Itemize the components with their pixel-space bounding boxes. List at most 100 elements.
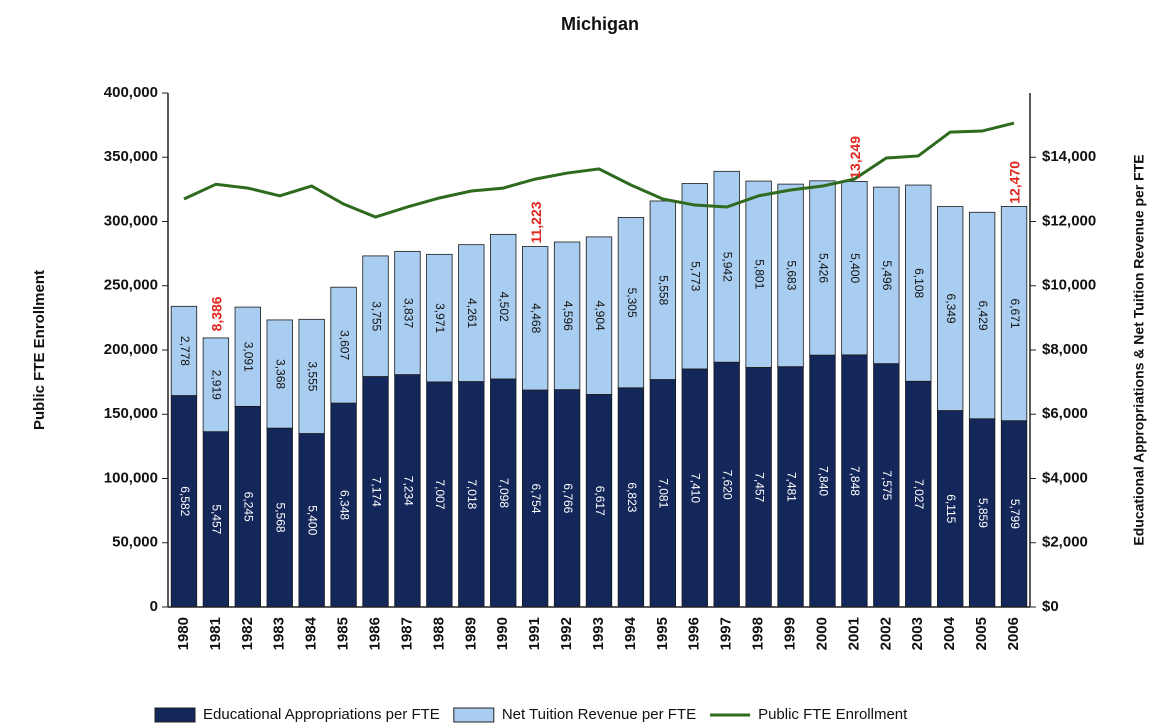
bar-segment: [330, 402, 357, 608]
value-label: 5,773: [689, 261, 703, 291]
x-tick-label: 1987: [398, 617, 415, 650]
y2-tick-label: $0: [1042, 598, 1059, 615]
x-tick-label: 2001: [845, 617, 862, 650]
bar-segment: [234, 306, 261, 407]
x-tick-label: 1998: [750, 617, 767, 650]
bar-segment: [394, 374, 421, 608]
value-label: 5,568: [274, 503, 288, 533]
y2-axis-label: Educational Appropriations & Net Tuition…: [1131, 154, 1147, 545]
value-label: 3,368: [274, 359, 288, 389]
value-label: 6,245: [242, 492, 256, 522]
value-label: 5,801: [752, 259, 766, 289]
bar-segment: [937, 206, 964, 411]
bar-segment: [777, 183, 804, 368]
bar-segment: [202, 337, 230, 433]
value-label: 6,108: [912, 268, 926, 298]
x-tick-label: 1986: [366, 617, 383, 650]
value-label: 7,081: [657, 478, 671, 508]
value-label: 5,942: [721, 252, 735, 282]
y2-tick-label: $12,000: [1042, 212, 1096, 229]
y-tick-label: 150,000: [104, 405, 158, 422]
value-label: 7,848: [848, 466, 862, 496]
value-label: 4,596: [561, 301, 575, 331]
y2-tick-label: $14,000: [1042, 148, 1096, 165]
value-label: 5,400: [848, 253, 862, 283]
value-label: 4,468: [529, 303, 543, 333]
value-label: 6,349: [944, 294, 958, 324]
value-label: 6,429: [976, 300, 990, 330]
value-label: 3,755: [369, 301, 383, 331]
bar-segment: [553, 241, 581, 391]
x-tick-label: 1980: [175, 617, 192, 650]
y2-tick-label: $10,000: [1042, 277, 1096, 294]
y-tick-label: 250,000: [104, 277, 158, 294]
x-tick-label: 2002: [877, 617, 894, 650]
x-tick-label: 1990: [494, 617, 511, 650]
bar-segment: [585, 236, 613, 395]
value-label: 5,426: [816, 253, 830, 283]
value-label: 7,234: [401, 476, 415, 506]
value-label: 6,582: [178, 486, 192, 516]
bar-segment: [873, 363, 900, 608]
value-label: 6,754: [529, 483, 543, 513]
bar-segment: [298, 318, 325, 434]
value-label: 5,400: [305, 505, 319, 535]
x-tick-label: 1996: [686, 617, 703, 650]
value-label: 7,457: [752, 472, 766, 502]
annotation: 13,249: [847, 136, 863, 179]
bar-segment: [968, 211, 996, 420]
annotation: 11,223: [528, 201, 544, 243]
value-label: 7,620: [721, 470, 735, 500]
value-label: 6,348: [337, 490, 351, 520]
bar-segment: [521, 389, 549, 608]
bar-segment: [873, 186, 900, 365]
line: [183, 121, 1015, 219]
legend-label: Educational Appropriations per FTE: [203, 706, 440, 723]
annotation: 8,386: [209, 296, 225, 331]
value-label: 4,261: [465, 298, 479, 328]
x-tick-label: 1984: [303, 616, 320, 650]
x-tick-label: 1981: [207, 617, 224, 650]
legend-swatch: [453, 707, 495, 723]
x-tick-label: 1997: [718, 617, 735, 650]
bar-segment: [458, 381, 485, 608]
value-label: 5,305: [625, 288, 639, 318]
value-label: 6,115: [944, 494, 958, 523]
bar-segment: [362, 255, 389, 377]
value-label: 3,607: [337, 330, 351, 360]
annotation: 12,470: [1007, 161, 1023, 204]
value-label: 5,457: [210, 504, 224, 534]
y-tick-label: 200,000: [104, 341, 158, 358]
x-tick-label: 1989: [462, 617, 479, 650]
bar-segment: [202, 431, 230, 608]
value-label: 3,555: [305, 361, 319, 391]
value-label: 7,098: [497, 478, 511, 508]
x-tick-label: 1991: [526, 617, 543, 650]
bar-segment: [394, 250, 421, 376]
y-tick-label: 400,000: [104, 84, 158, 101]
bar-segment: [1000, 206, 1028, 422]
value-label: 4,502: [497, 292, 511, 322]
bar-segment: [426, 253, 453, 383]
bar-segment: [170, 305, 198, 396]
bar-segment: [649, 200, 677, 380]
x-tick-label: 1982: [239, 617, 256, 650]
value-label: 5,683: [784, 260, 798, 290]
bar-segment: [905, 184, 932, 382]
value-label: 2,778: [178, 336, 192, 366]
bar-segment: [490, 378, 517, 608]
value-label: 6,766: [561, 483, 575, 513]
chart-title: Michigan: [561, 14, 639, 34]
x-tick-label: 1992: [558, 617, 575, 650]
value-label: 7,575: [880, 470, 894, 500]
value-label: 3,971: [433, 303, 447, 333]
bar-segment: [1000, 420, 1028, 608]
bar-segment: [713, 361, 740, 608]
value-label: 7,840: [816, 466, 830, 496]
legend-label: Net Tuition Revenue per FTE: [502, 706, 696, 723]
value-label: 6,617: [593, 486, 607, 516]
value-label: 3,091: [242, 342, 256, 372]
bar-segment: [521, 246, 549, 391]
value-label: 7,027: [912, 479, 926, 509]
